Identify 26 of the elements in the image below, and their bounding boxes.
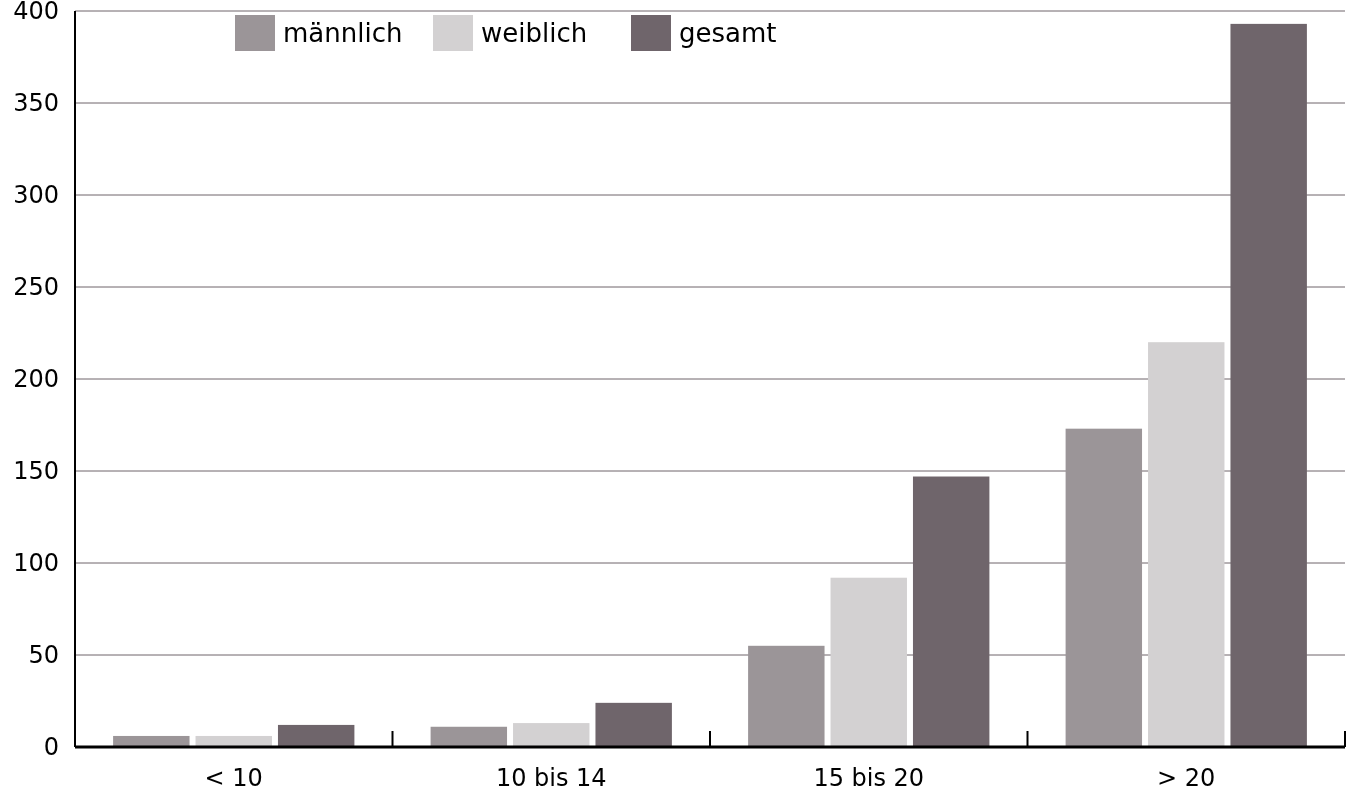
x-tick-label: < 10 [204, 764, 263, 792]
bar [513, 723, 590, 747]
legend-label: weiblich [481, 18, 588, 49]
x-tick-label: > 20 [1157, 764, 1216, 792]
bar [830, 577, 907, 747]
legend-label: gesamt [679, 18, 777, 49]
y-tick-label: 0 [43, 733, 59, 762]
y-tick-label: 200 [13, 365, 59, 394]
bar [113, 735, 190, 747]
y-tick-label: 250 [13, 273, 59, 302]
y-tick-label: 50 [28, 641, 59, 670]
y-tick-label: 400 [13, 0, 59, 26]
legend-label: männlich [283, 18, 403, 49]
bar [1065, 428, 1143, 747]
y-tick-label: 300 [13, 181, 59, 210]
x-tick-label: 15 bis 20 [813, 764, 925, 792]
x-tick-label: 10 bis 14 [495, 764, 607, 792]
y-tick-label: 100 [13, 549, 59, 578]
bar [195, 735, 272, 747]
bar [748, 645, 825, 747]
y-tick-label: 150 [13, 457, 59, 486]
y-tick-label: 350 [13, 89, 59, 118]
bar [595, 702, 672, 747]
bar [277, 724, 355, 747]
bar [430, 726, 508, 747]
bar [1148, 342, 1225, 747]
